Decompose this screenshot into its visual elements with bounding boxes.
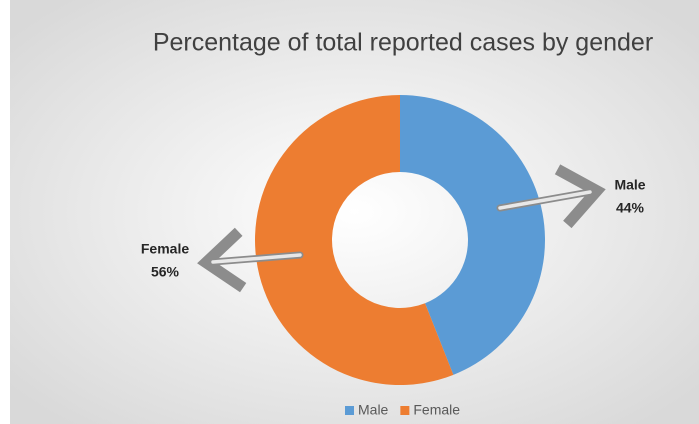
data-label-category: Male [614,177,645,193]
legend: Male Female [345,402,460,418]
donut-slice [400,95,546,375]
legend-label: Female [413,402,460,418]
data-label-category: Female [141,241,189,257]
donut [255,95,546,385]
legend-swatch [345,406,354,415]
chart-title: Percentage of total reported cases by ge… [153,29,653,57]
leader-arrow-inner [211,253,302,264]
leader-arrow-inner [498,190,592,210]
legend-swatch [400,406,410,415]
data-labels: Male 44% Female 56% [141,177,646,280]
data-label-value: 56% [151,264,180,280]
donut-slice [255,95,454,385]
data-label-value: 44% [616,200,645,216]
legend-label: Male [358,402,389,418]
